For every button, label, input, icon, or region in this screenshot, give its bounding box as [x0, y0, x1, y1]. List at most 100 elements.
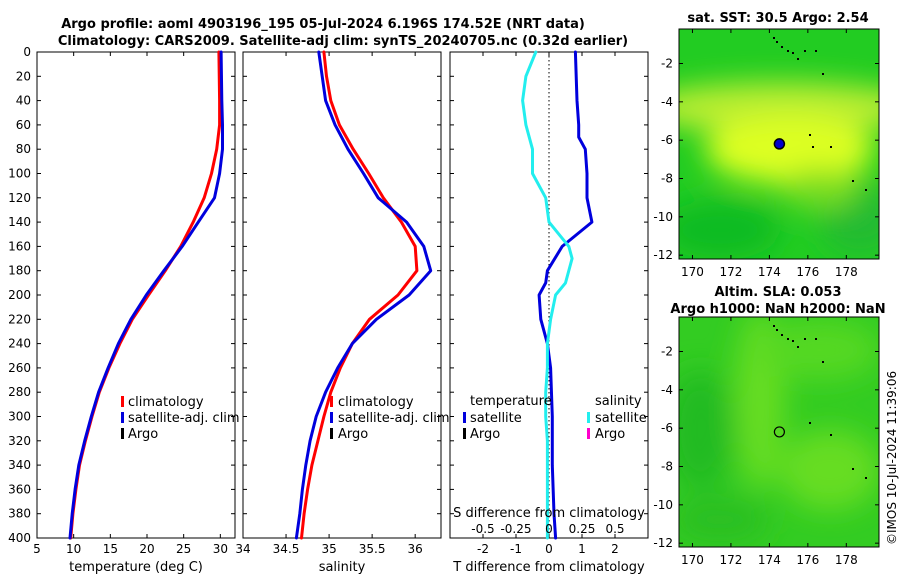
map-y-tick-label: -2 — [661, 57, 673, 71]
island — [797, 58, 799, 60]
sla-patches — [679, 317, 879, 545]
island — [792, 52, 794, 54]
island — [812, 146, 814, 148]
x-tick-label: 34 — [235, 542, 250, 556]
island — [822, 73, 824, 75]
legend-temperature-title: temperature — [470, 394, 552, 409]
depth-tick-label: 140 — [8, 215, 31, 229]
x-tick-label: 10 — [66, 542, 81, 556]
depth-tick-label: 0 — [23, 45, 31, 59]
map-y-tick-label: -6 — [661, 133, 673, 147]
depth-tick-label: 240 — [8, 337, 31, 351]
island — [865, 477, 867, 479]
map-x-tick-label: 174 — [758, 265, 781, 279]
island — [781, 46, 783, 48]
legend-t-satellite: satellite — [470, 411, 522, 426]
sst-map-title: sat. SST: 30.5 Argo: 2.54 — [687, 11, 868, 26]
map-x-tick-label: 178 — [835, 265, 858, 279]
island — [787, 338, 789, 340]
sla-map-frame — [678, 316, 880, 548]
legend-climatology: climatology — [338, 395, 414, 410]
legend-swatch-argo — [330, 428, 333, 439]
title-line2: Climatology: CARS2009. Satellite-adj cli… — [58, 34, 628, 49]
sla-map-islands — [773, 325, 867, 479]
x-tick-label: 20 — [139, 542, 154, 556]
map-x-tick-label: 176 — [796, 553, 819, 567]
island — [776, 329, 778, 331]
depth-axis: 0 20 40 60 80 100 120 140 160 180 200 220 240 260 280 3… — [8, 45, 648, 545]
depth-tick-label: 280 — [8, 385, 31, 399]
island — [809, 134, 811, 136]
sla-high-patch — [780, 430, 879, 510]
legend-s-satellite: satellite — [595, 411, 647, 426]
sst-map-frame — [678, 28, 880, 260]
map-x-tick-label: 174 — [758, 553, 781, 567]
depth-tick-label: 60 — [16, 118, 31, 132]
island — [830, 434, 832, 436]
sla-high-patch — [760, 320, 879, 380]
x2-tick-label: 0.5 — [605, 522, 624, 536]
island — [852, 180, 854, 182]
map-y-tick-label: -10 — [653, 210, 673, 224]
depth-tick-label: 400 — [8, 531, 31, 545]
x-tick-label: 5 — [33, 542, 41, 556]
depth-tick-label: 200 — [8, 288, 31, 302]
sla-map-title-line1: Altim. SLA: 0.053 — [715, 285, 842, 300]
sla-low-patch — [679, 495, 770, 545]
island — [773, 325, 775, 327]
map-y-tick-label: -12 — [653, 536, 673, 550]
x2-tick-label: -0.25 — [500, 522, 531, 536]
argo-marker-open — [773, 426, 785, 438]
legend-swatch-s-satellite — [587, 412, 590, 423]
island — [830, 146, 832, 148]
map-x-tick-label: 176 — [796, 265, 819, 279]
map-x-tick-label: 172 — [719, 265, 742, 279]
imos-credit: ©IMOS 10-Jul-2024 11:39:06 — [885, 371, 899, 545]
x-tick-label: -2 — [477, 542, 489, 556]
sla-map-title-line2: Argo h1000: NaN h2000: NaN — [670, 302, 885, 317]
island — [804, 338, 806, 340]
difference-xlabel: T difference from climatology — [452, 560, 645, 575]
legend-swatch-climatology — [330, 396, 333, 407]
title-line1: Argo profile: aoml 4903196_195 05-Jul-20… — [61, 17, 585, 32]
island — [773, 37, 775, 39]
temperature-legend: climatology satellite-adj. clim Argo — [121, 395, 240, 442]
sst-warm-patch — [780, 170, 860, 210]
depth-tick-label: 180 — [8, 264, 31, 278]
sla-low-patch — [679, 370, 735, 490]
map-y-tick-label: -4 — [661, 383, 673, 397]
map-y-tick-label: -8 — [661, 460, 673, 474]
argo-marker-filled — [773, 138, 786, 150]
x-tick-label: 30 — [213, 542, 228, 556]
difference-chart: -2 -1 0 1 2 -0.5 -0.25 0 0.25 0.5 — [471, 50, 625, 556]
salinity-legend: climatology satellite-adj. clim Argo — [330, 395, 450, 442]
depth-tick-label: 340 — [8, 458, 31, 472]
island — [804, 50, 806, 52]
difference-legend: temperature satellite Argo salinity sate… — [463, 394, 647, 442]
sla-map-axes: 170 172 174 176 178 -2 -4 -6 -8 -10 -12 — [653, 317, 879, 567]
island — [865, 189, 867, 191]
map-x-tick-label: 178 — [835, 553, 858, 567]
depth-tick-label: 360 — [8, 482, 31, 496]
depth-tick-label: 380 — [8, 507, 31, 521]
map-y-tick-label: -4 — [661, 95, 673, 109]
legend-swatch-t-satellite — [463, 412, 466, 423]
salinity-xlabel: salinity — [319, 560, 366, 575]
depth-tick-label: 260 — [8, 361, 31, 375]
island — [815, 338, 817, 340]
legend-swatch-s-argo — [587, 428, 590, 439]
map-y-tick-label: -12 — [653, 248, 673, 262]
x-tick-label: 1 — [578, 542, 586, 556]
salinity-chart: 34 34.5 35 35.5 36 — [235, 50, 433, 556]
depth-tick-label: 100 — [8, 167, 31, 181]
legend-salinity-title: salinity — [595, 394, 642, 409]
depth-tick-label: 20 — [16, 69, 31, 83]
legend-argo: Argo — [338, 427, 368, 442]
series-line-satellite-adj-clim — [294, 50, 433, 540]
x-tick-label: 35 — [321, 542, 336, 556]
x-tick-label: 0 — [545, 542, 553, 556]
island — [809, 422, 811, 424]
x-tick-label: 36 — [408, 542, 423, 556]
depth-tick-label: 300 — [8, 410, 31, 424]
